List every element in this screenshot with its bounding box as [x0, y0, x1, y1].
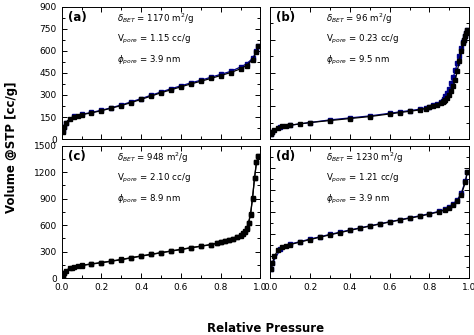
Text: $\phi_{pore}$ = 8.9 nm: $\phi_{pore}$ = 8.9 nm	[117, 193, 181, 206]
Text: $\delta_{BET}$ = 1230 m$^2$/g: $\delta_{BET}$ = 1230 m$^2$/g	[326, 151, 403, 165]
Text: $\phi_{pore}$ = 3.9 nm: $\phi_{pore}$ = 3.9 nm	[326, 193, 390, 206]
Text: $\phi_{pore}$ = 3.9 nm: $\phi_{pore}$ = 3.9 nm	[117, 54, 181, 67]
Text: V$_{pore}$ = 2.10 cc/g: V$_{pore}$ = 2.10 cc/g	[117, 172, 191, 185]
Text: $\delta_{BET}$ = 96 m$^2$/g: $\delta_{BET}$ = 96 m$^2$/g	[326, 12, 392, 26]
Text: V$_{pore}$ = 0.23 cc/g: V$_{pore}$ = 0.23 cc/g	[326, 33, 400, 46]
Text: $\phi_{pore}$ = 9.5 nm: $\phi_{pore}$ = 9.5 nm	[326, 54, 390, 67]
Text: $\delta_{BET}$ = 1170 m$^2$/g: $\delta_{BET}$ = 1170 m$^2$/g	[117, 12, 194, 26]
Text: (c): (c)	[68, 150, 85, 163]
Text: $\delta_{BET}$ = 948 m$^2$/g: $\delta_{BET}$ = 948 m$^2$/g	[117, 151, 189, 165]
Text: (d): (d)	[276, 150, 295, 163]
Text: V$_{pore}$ = 1.15 cc/g: V$_{pore}$ = 1.15 cc/g	[117, 33, 191, 46]
Text: (a): (a)	[68, 11, 86, 24]
Text: Relative Pressure: Relative Pressure	[207, 322, 324, 335]
Text: (b): (b)	[276, 11, 295, 24]
Text: V$_{pore}$ = 1.21 cc/g: V$_{pore}$ = 1.21 cc/g	[326, 172, 400, 185]
Text: Volume @STP [cc/g]: Volume @STP [cc/g]	[5, 82, 18, 213]
